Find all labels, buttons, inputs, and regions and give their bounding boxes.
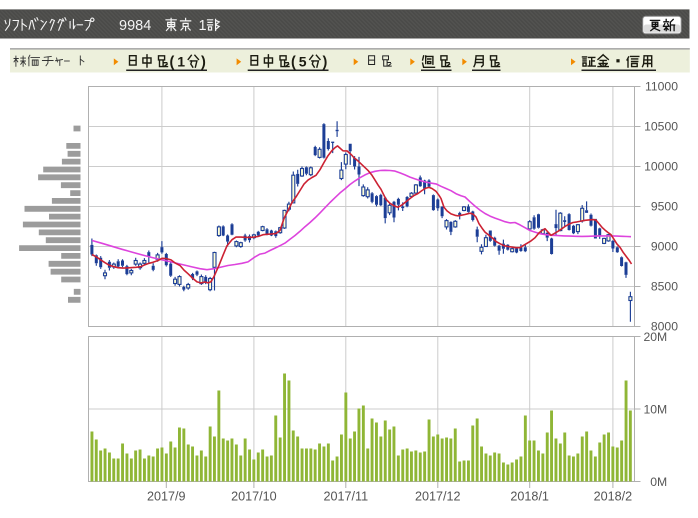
svg-text:0M: 0M	[650, 475, 667, 489]
svg-text:11000: 11000	[645, 80, 678, 94]
svg-text:9984: 9984	[119, 18, 151, 34]
svg-text:2017/10: 2017/10	[231, 490, 277, 504]
svg-text:10500: 10500	[644, 120, 678, 134]
svg-text:(: (	[291, 55, 296, 71]
svg-text:): )	[323, 55, 328, 71]
svg-text:9500: 9500	[651, 200, 678, 214]
svg-text:8500: 8500	[651, 280, 678, 294]
svg-text:8000: 8000	[651, 320, 678, 334]
svg-text:2017/11: 2017/11	[324, 490, 369, 504]
svg-text:5: 5	[299, 54, 307, 70]
svg-text:10000: 10000	[644, 160, 678, 174]
svg-text:2017/9: 2017/9	[147, 490, 186, 504]
svg-text:1: 1	[177, 54, 185, 70]
svg-text:(: (	[170, 55, 175, 71]
svg-text:2017/12: 2017/12	[415, 490, 461, 504]
svg-text:2018/1: 2018/1	[510, 490, 549, 504]
svg-text:): )	[201, 55, 206, 71]
svg-text:20M: 20M	[643, 330, 667, 344]
svg-text:2018/2: 2018/2	[594, 490, 633, 504]
svg-text:9000: 9000	[651, 240, 678, 254]
svg-text:1: 1	[199, 18, 207, 34]
svg-text:10M: 10M	[643, 403, 667, 417]
